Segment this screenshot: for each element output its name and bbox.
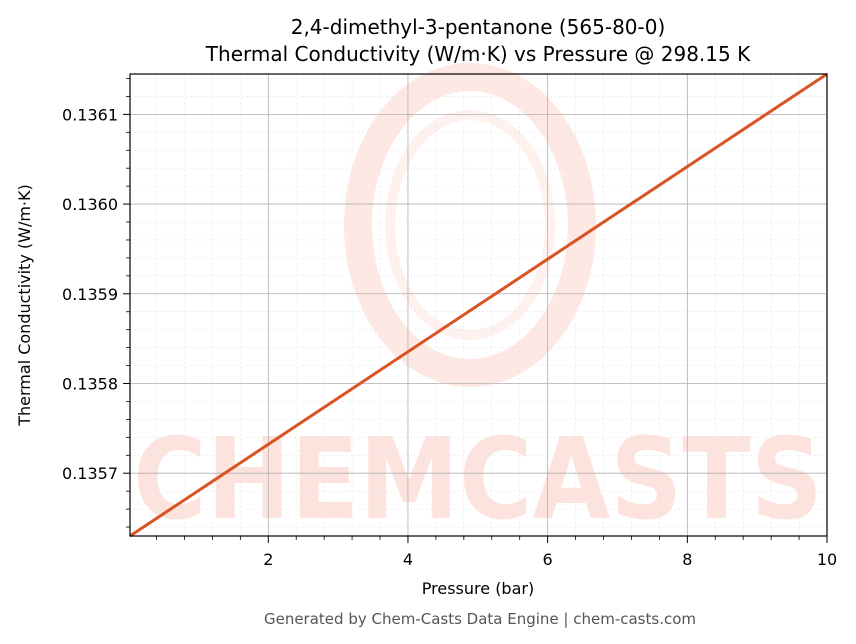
y-axis-label: Thermal Conductivity (W/m·K): [15, 184, 34, 427]
plot-frame: [129, 73, 828, 537]
series-line: [129, 72, 828, 538]
watermark-text: CHEMCASTS: [133, 415, 823, 545]
watermark: CHEMCASTS: [133, 63, 823, 545]
x-axis-label: Pressure (bar): [422, 579, 534, 598]
x-tick-label: 4: [403, 550, 413, 569]
y-tick-label: 0.1358: [62, 374, 118, 393]
ticks-layer: 2 4 6 8 10 0.1357 0.1358 0.1359 0.1360 0.1361: [62, 78, 837, 569]
chart-title-line1: 2,4-dimethyl-3-pentanone (565-80-0): [291, 15, 666, 39]
watermark-swirl-outer: [344, 63, 596, 387]
series-layer: [129, 72, 828, 538]
x-tick-label: 10: [817, 550, 837, 569]
y-tick-label: 0.1360: [62, 195, 118, 214]
chart-title-line2: Thermal Conductivity (W/m·K) vs Pressure…: [205, 42, 751, 66]
x-tick-label: 2: [263, 550, 273, 569]
y-tick-label: 0.1361: [62, 105, 118, 124]
minor-grid: [130, 74, 827, 536]
x-tick-label: 8: [682, 550, 692, 569]
x-tick-label: 6: [543, 550, 553, 569]
major-grid: [130, 74, 827, 536]
watermark-swirl-inner: [385, 110, 555, 340]
footer-credit: Generated by Chem-Casts Data Engine | ch…: [264, 610, 696, 628]
y-tick-label: 0.1357: [62, 464, 118, 483]
y-tick-label: 0.1359: [62, 285, 118, 304]
